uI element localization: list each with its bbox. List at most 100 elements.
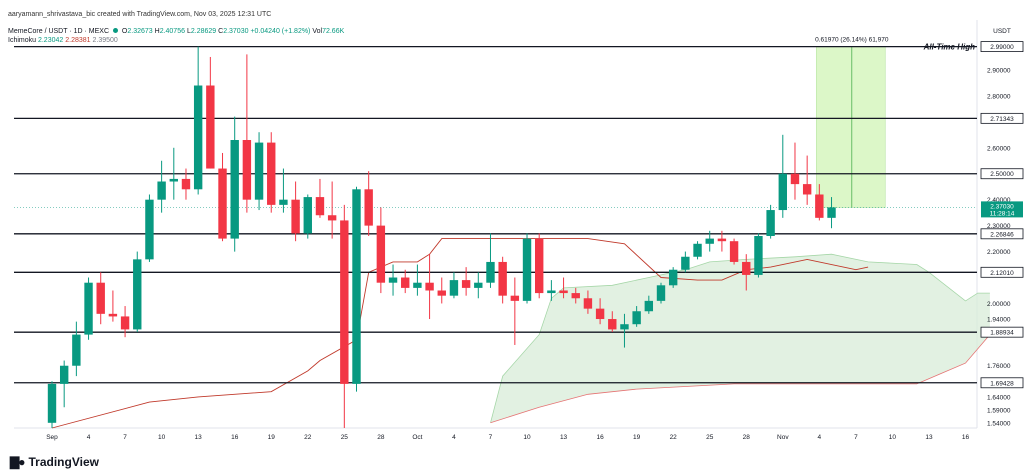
candle-body <box>157 181 166 200</box>
level-label: 1.69428 <box>990 380 1014 387</box>
candle-body <box>522 238 532 301</box>
x-tick-label: 13 <box>560 434 568 441</box>
candle-body <box>595 308 605 320</box>
candle-body <box>681 256 690 270</box>
candle-body <box>802 184 812 195</box>
y-tick-label: 1.64000 <box>987 394 1011 401</box>
level-label-box <box>980 377 1024 389</box>
dot-indicator <box>112 28 118 33</box>
candle-body <box>729 241 739 262</box>
candle-body <box>376 225 386 283</box>
candle-body <box>547 290 556 294</box>
y-tick-label: 2.40000 <box>987 197 1011 204</box>
y-tick-label: 1.59000 <box>987 407 1011 414</box>
level-label: 2.12010 <box>990 270 1014 277</box>
y-tick-label: 1.54000 <box>987 420 1011 427</box>
ichimoku-name: Ichimoku <box>8 37 37 44</box>
measure-range-text: 0.61970 (26.14%) 61,970 <box>815 37 889 44</box>
y-tick-label: 1.94000 <box>987 317 1011 324</box>
x-tick-label: Oct <box>412 434 422 441</box>
candle-body <box>705 238 714 244</box>
candle-body <box>303 197 312 234</box>
close-label: C <box>218 28 224 35</box>
low-label: L <box>186 28 191 35</box>
candle-body <box>498 261 507 296</box>
candle-body <box>754 236 763 275</box>
close-value: 2.37030 <box>223 28 249 35</box>
level-label: 1.88934 <box>990 330 1014 337</box>
candle-body <box>425 282 434 291</box>
chart-creator-text: aaryamann_shrivastava_bic created with T… <box>8 11 272 18</box>
candle-body <box>388 277 398 283</box>
level-label: 2.26846 <box>990 231 1014 238</box>
candle-body <box>620 324 629 330</box>
candle-body <box>559 290 568 294</box>
x-tick-label: 25 <box>706 434 714 441</box>
ichimoku-value-2: 2.28381 <box>65 37 91 44</box>
candle-body <box>169 178 178 182</box>
x-tick-label: 7 <box>854 434 858 441</box>
tradingview-logo: ▇● TradingView <box>10 455 99 469</box>
candle-body <box>133 259 142 330</box>
x-tick-label: 10 <box>158 434 166 441</box>
candle-body <box>656 285 666 301</box>
change-value: +0.04240 (+1.82%) <box>250 28 311 35</box>
candle-body <box>193 85 203 190</box>
candle-body <box>145 199 154 260</box>
x-tick-label: 13 <box>195 434 203 441</box>
tradingview-logo-icon: ▇● <box>10 455 26 469</box>
x-tick-label: 22 <box>304 434 312 441</box>
candle-body <box>401 277 410 288</box>
x-tick-label: 16 <box>596 434 604 441</box>
x-tick-label: 19 <box>268 434 276 441</box>
candle-body <box>461 280 471 288</box>
candle-body <box>47 383 57 423</box>
x-tick-label: 4 <box>87 434 91 441</box>
y-tick-label: 2.90000 <box>987 67 1011 74</box>
level-label-box <box>980 228 1024 240</box>
low-value: 2.28629 <box>190 28 217 35</box>
volume-label: Vol <box>312 28 323 35</box>
candle-body <box>84 282 93 335</box>
level-label: 2.71343 <box>990 116 1014 123</box>
candle-body <box>717 238 727 242</box>
current-price-value: 2.37030 <box>990 203 1014 210</box>
candle-body <box>790 173 800 185</box>
candle-body <box>668 269 678 286</box>
x-tick-label: 22 <box>670 434 678 441</box>
candle-body <box>230 140 239 239</box>
y-tick-label: 2.60000 <box>987 145 1011 152</box>
open-value: 2.32673 <box>127 28 153 35</box>
level-label-box <box>980 112 1024 124</box>
candle-body <box>291 199 300 234</box>
x-tick-label: 4 <box>452 434 456 441</box>
candle-body <box>108 313 118 317</box>
open-label: O <box>121 28 128 35</box>
candle-body <box>364 189 373 226</box>
ichimoku-value-3: 2.39500 <box>92 37 118 44</box>
x-tick-label: 16 <box>231 434 239 441</box>
ichimoku-cloud-top <box>490 253 990 423</box>
x-tick-label: 13 <box>925 434 933 441</box>
x-tick-label: 25 <box>341 434 349 441</box>
candle-body <box>340 220 349 384</box>
symbol-name: MemeCore / USDT · 1D · MEXC <box>8 28 109 35</box>
x-tick-label: 19 <box>633 434 641 441</box>
candle-body <box>352 189 361 384</box>
candle-body <box>267 142 276 205</box>
candle-body <box>742 261 751 275</box>
candle-body <box>535 238 544 294</box>
x-tick-label: Nov <box>777 434 789 441</box>
candle-body <box>327 215 337 221</box>
current-price-badge <box>981 201 1023 218</box>
level-label: 2.99000 <box>990 44 1014 51</box>
level-label-box <box>980 41 1024 52</box>
current-price-countdown: 11:28:14 <box>990 210 1015 217</box>
candle-body <box>72 334 81 366</box>
y-tick-label: 2.20000 <box>987 249 1011 256</box>
candle-body <box>474 282 483 288</box>
ichimoku-legend[interactable]: Ichimoku 2.23042 2.28381 2.39500 <box>8 37 118 44</box>
candle-body <box>766 210 775 236</box>
candle-body <box>59 365 69 384</box>
